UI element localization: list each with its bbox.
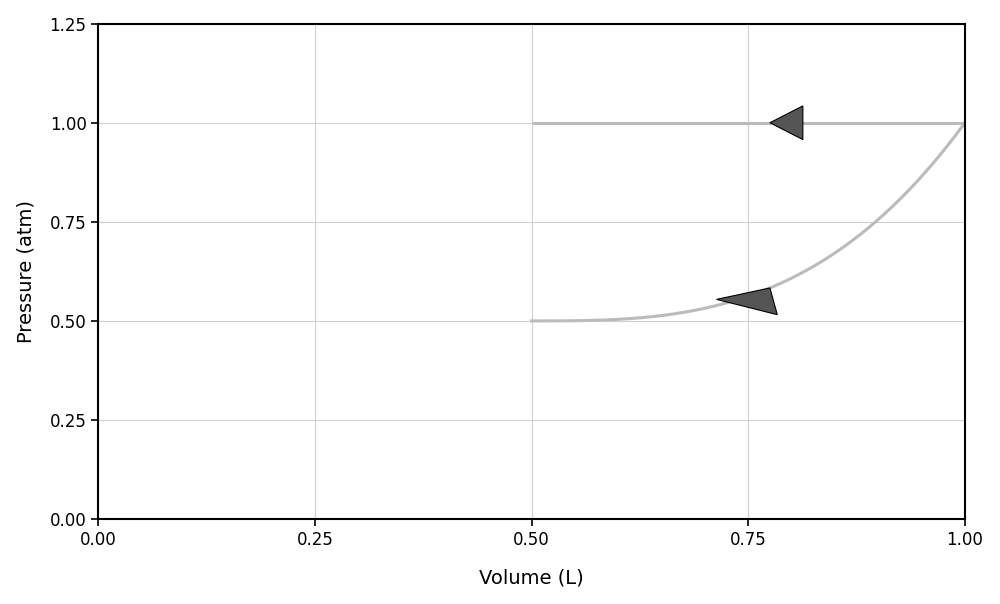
Polygon shape <box>717 288 777 315</box>
Y-axis label: Pressure (atm): Pressure (atm) <box>17 200 36 343</box>
Polygon shape <box>770 106 803 140</box>
X-axis label: Volume (L): Volume (L) <box>479 568 584 587</box>
